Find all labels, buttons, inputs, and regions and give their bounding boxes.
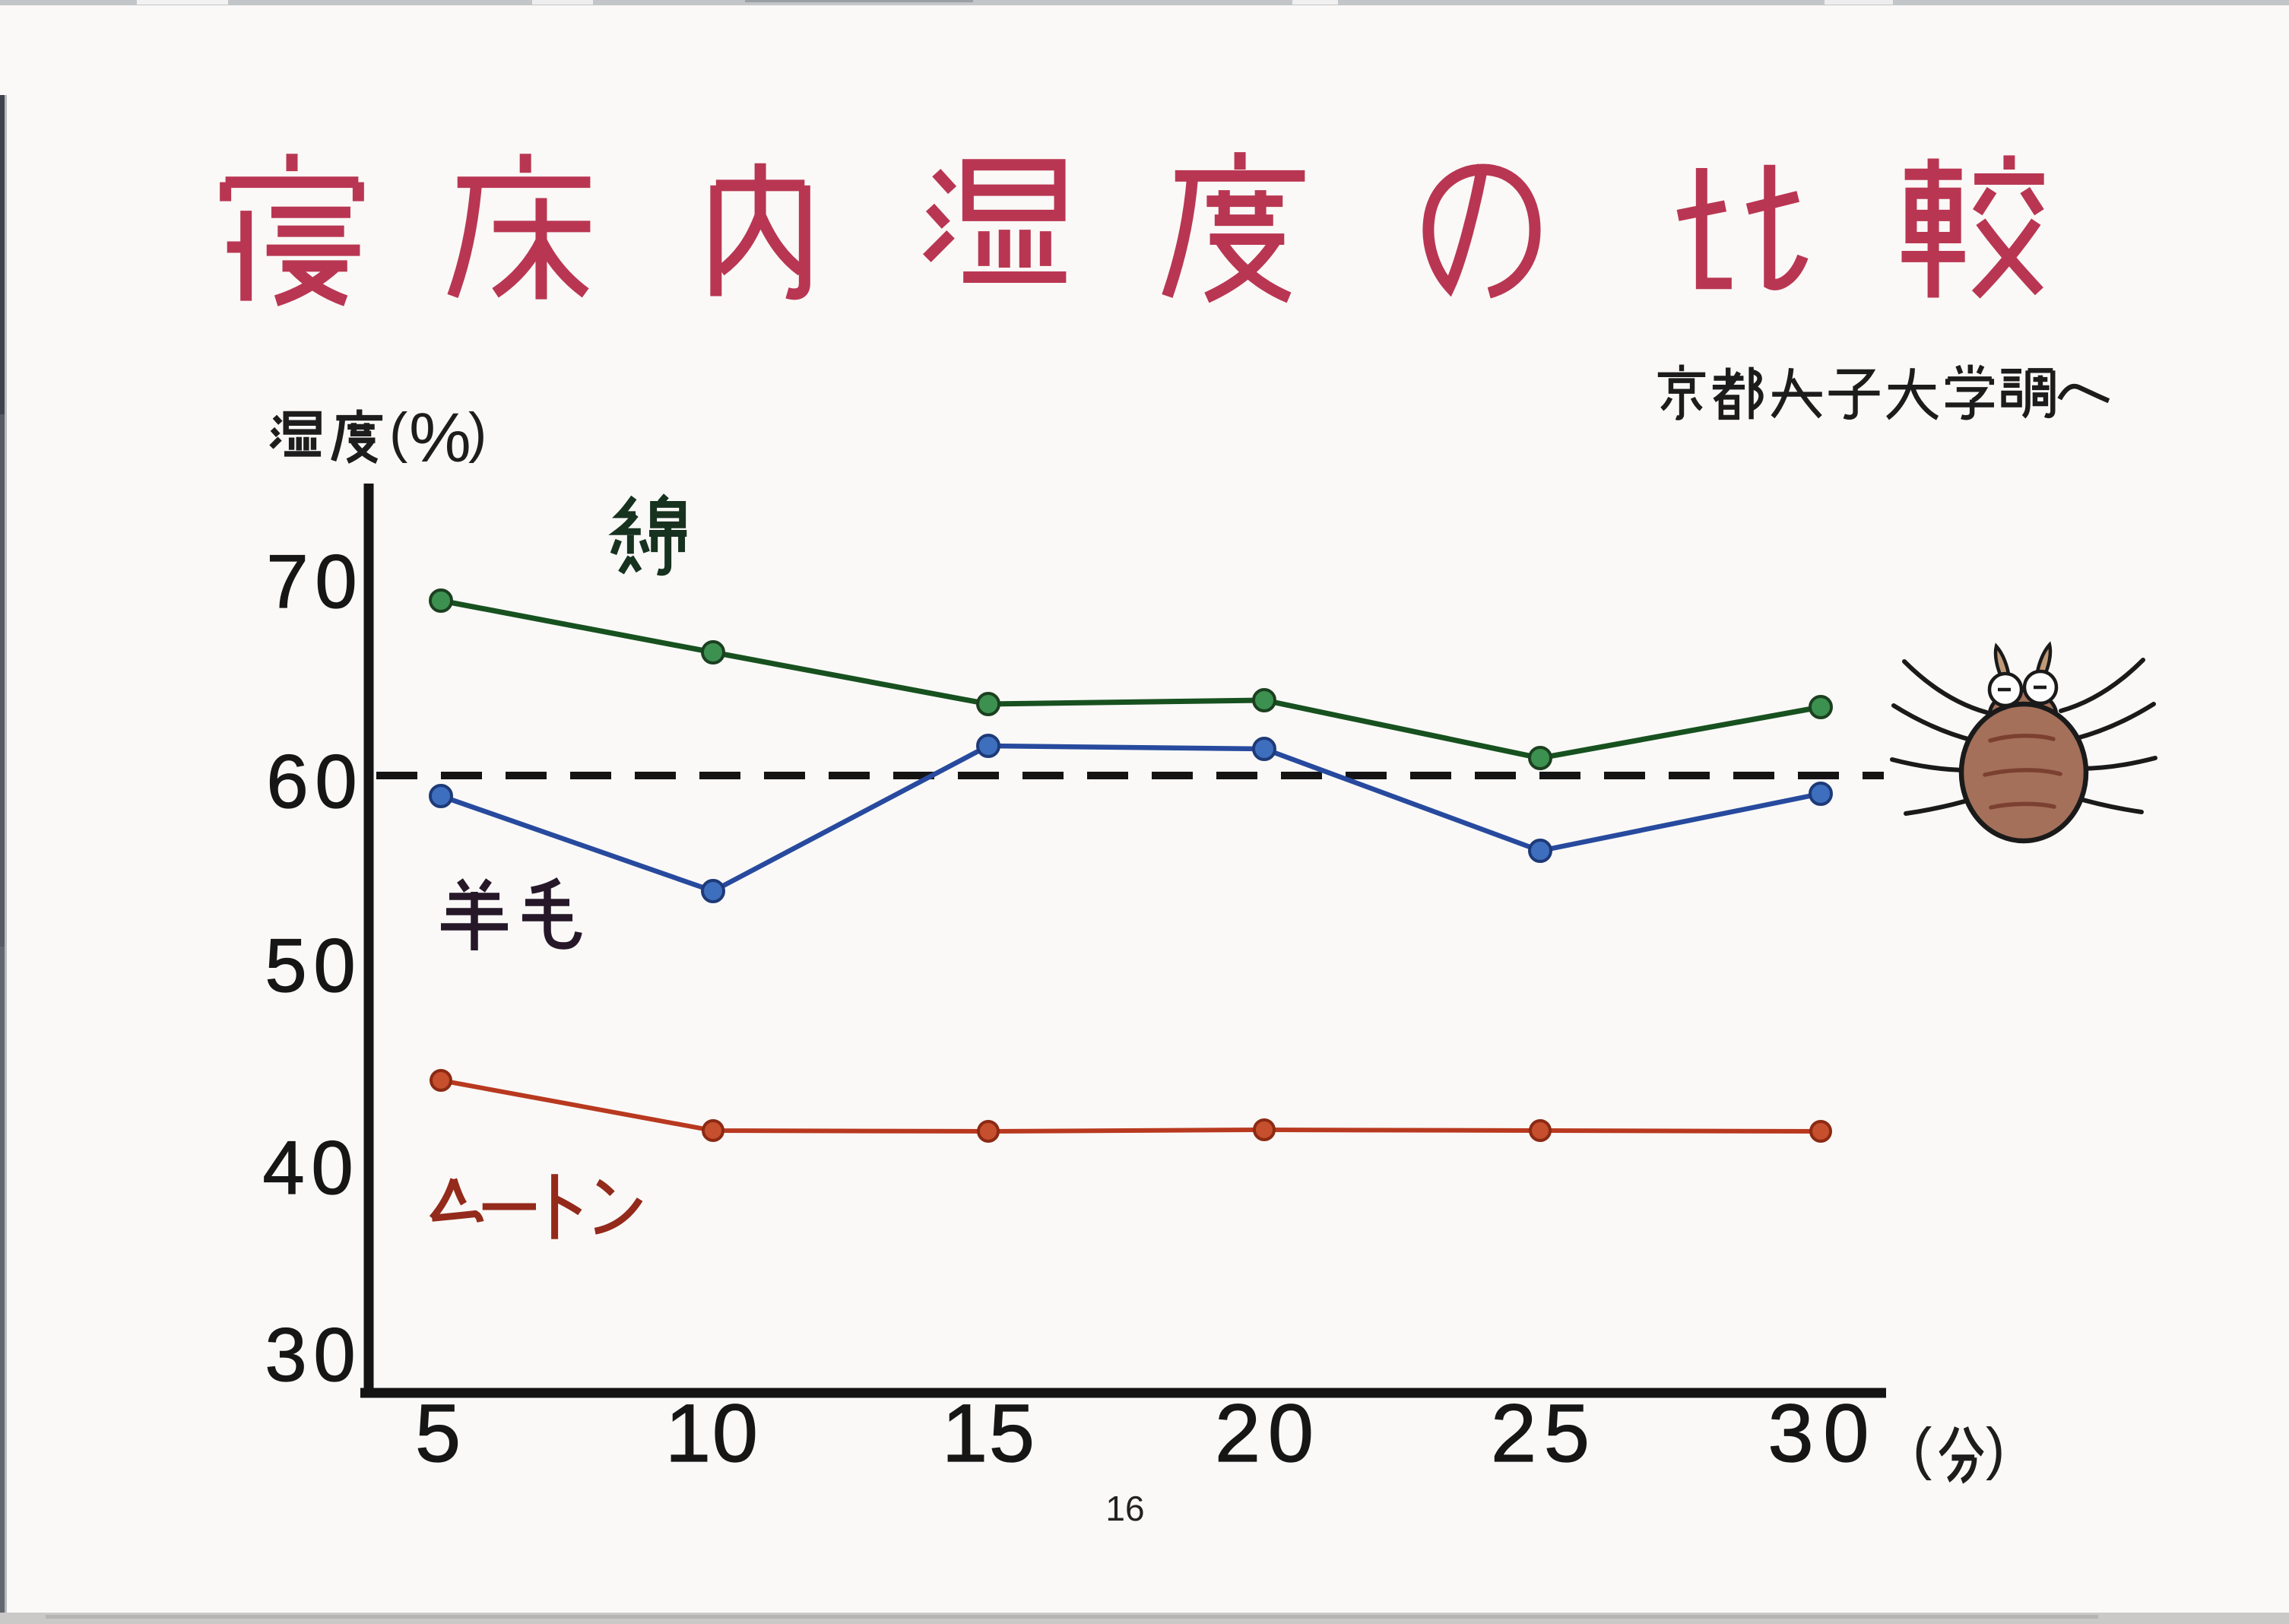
svg-text:5: 5: [415, 1387, 461, 1479]
svg-text:50: 50: [265, 923, 356, 1007]
svg-text:30: 30: [1768, 1387, 1869, 1479]
svg-text:70: 70: [267, 539, 357, 623]
svg-text:15: 15: [942, 1387, 1035, 1479]
svg-text:60: 60: [267, 739, 357, 823]
svg-text:(: (: [389, 402, 407, 464]
svg-text:20: 20: [1215, 1387, 1314, 1479]
svg-text:16: 16: [1105, 1489, 1144, 1528]
svg-text:40: 40: [263, 1125, 353, 1210]
svg-text:25: 25: [1491, 1387, 1590, 1479]
svg-text:10: 10: [665, 1387, 758, 1479]
svg-text:): ): [1986, 1416, 2005, 1481]
svg-text:(: (: [1913, 1416, 1932, 1481]
svg-text:30: 30: [265, 1312, 356, 1397]
svg-text:): ): [468, 402, 487, 464]
svg-text:%: %: [409, 399, 471, 477]
